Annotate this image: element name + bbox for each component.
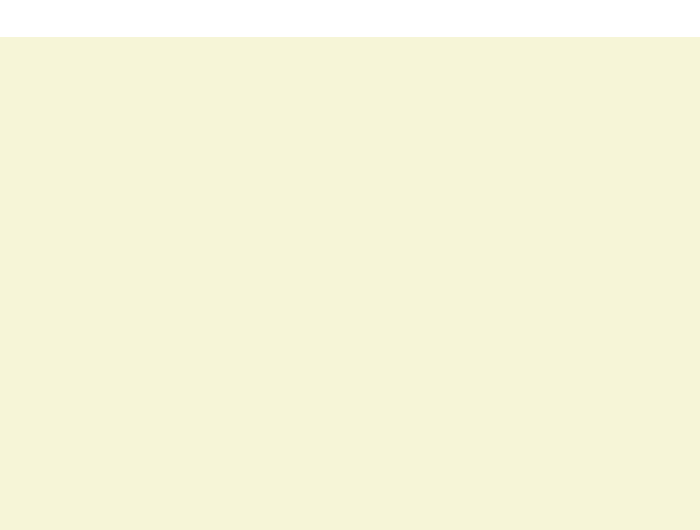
- chart-header: [0, 0, 700, 37]
